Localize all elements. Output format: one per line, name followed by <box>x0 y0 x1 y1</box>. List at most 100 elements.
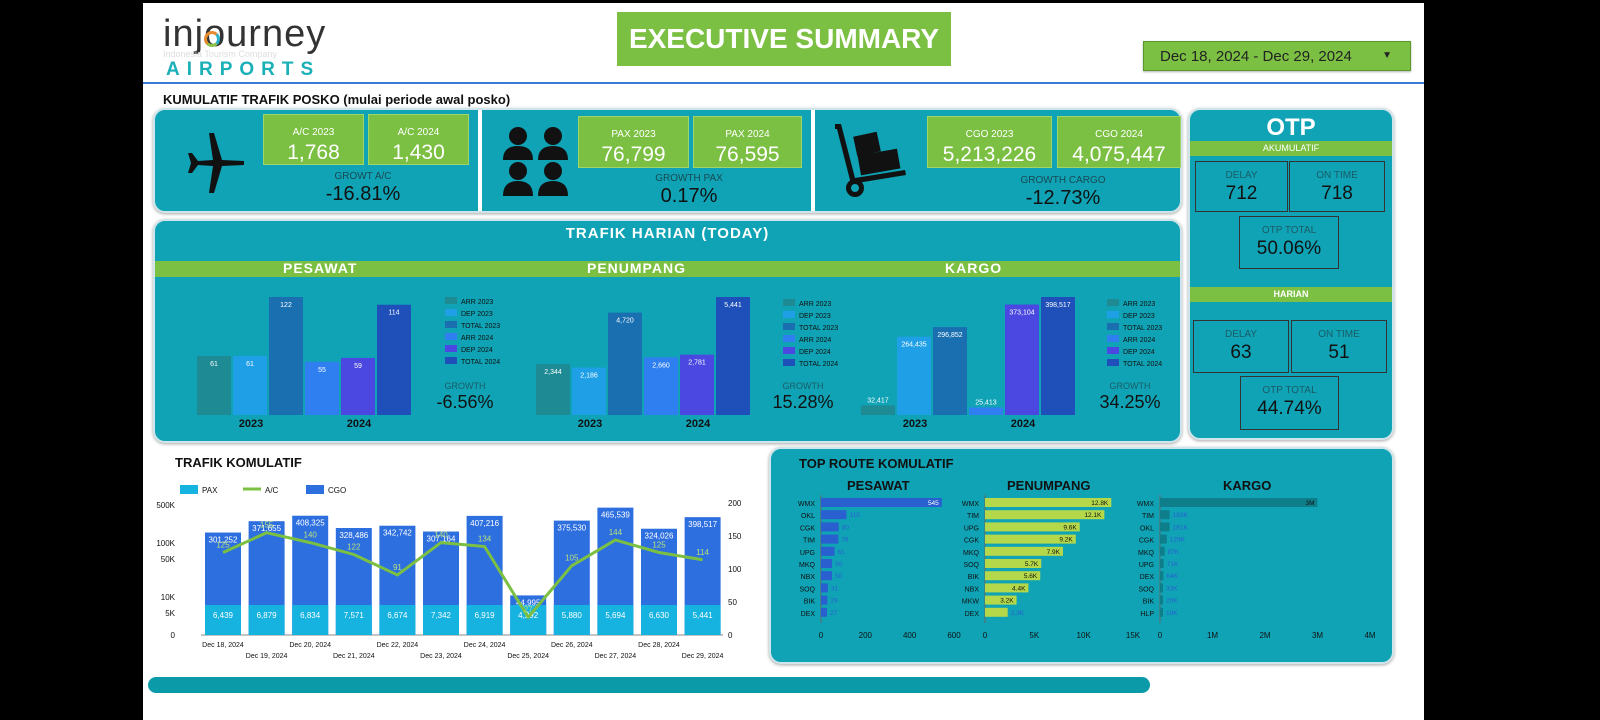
kpi-cgo-growth-value: -12.73% <box>1025 187 1101 209</box>
komulatif-ac-label: 125 <box>216 541 230 550</box>
horizontal-scrollbar[interactable] <box>148 677 1150 693</box>
top_pesawat-bar-label: 115 <box>849 512 860 519</box>
komulatif-ac-line <box>222 531 703 620</box>
komulatif-cgo-label: 324,026 <box>645 532 674 541</box>
top_penumpang-bar-label: 12.1K <box>1084 512 1102 519</box>
caret-down-icon: ▼ <box>1382 50 1392 61</box>
top_pesawat-x-tick: 400 <box>903 631 917 640</box>
otp-akum-ontime: ON TIME 718 <box>1289 161 1385 212</box>
dashboard-page: injourney Indonesia Tourism Company AIRP… <box>143 3 1424 720</box>
penumpang-bar <box>716 297 750 415</box>
otp-akum-total-value: 50.06% <box>1256 238 1322 259</box>
otp-akum-ontime-value: 718 <box>1321 183 1353 204</box>
otp-akum-delay-label: DELAY <box>1225 170 1258 181</box>
top_pesawat-bar <box>821 510 847 520</box>
top_kargo-category: OKL <box>1140 525 1154 532</box>
otp-akum-ontime-label: ON TIME <box>1316 170 1358 181</box>
pesawat-legend-swatch <box>445 333 457 340</box>
top_kargo-category: BIK <box>1143 599 1155 606</box>
kargo-growth-value: 34.25% <box>1099 392 1160 412</box>
top_pesawat-category: MKQ <box>799 562 816 569</box>
kumulatif-title: KUMULATIF TRAFIK POSKO (mulai periode aw… <box>163 92 511 107</box>
top_pesawat-category: SOQ <box>799 586 815 593</box>
top_pesawat-x-tick: 200 <box>859 631 873 640</box>
logo-ring-icon <box>204 31 220 47</box>
otp-akum-delay: DELAY 712 <box>1195 161 1288 212</box>
kargo-bar-label: 296,852 <box>937 332 962 339</box>
komulatif-legend-label: PAX <box>202 486 218 495</box>
kpi-ac-2024: A/C 2024 1,430 <box>368 114 469 165</box>
kargo-category-label: 2024 <box>1011 418 1036 430</box>
logo: injourney Indonesia Tourism Company AIRP… <box>163 11 333 81</box>
komulatif-x-label: Dec 24, 2024 <box>464 642 506 649</box>
kargo-legend-swatch <box>1107 359 1119 366</box>
top_kargo-category: TIM <box>1142 513 1154 520</box>
kargo-bar <box>1005 304 1039 415</box>
kpi-pax-2023-value: 76,799 <box>601 143 666 166</box>
top_penumpang-category: CGK <box>964 538 980 545</box>
penumpang-growth-value: 15.28% <box>772 392 833 412</box>
komulatif-cgo-label: 301,252 <box>209 536 238 545</box>
trafik-harian-title: TRAFIK HARIAN (TODAY) <box>565 225 770 242</box>
top_penumpang-bar-label: 12.8K <box>1091 500 1109 507</box>
komulatif-y-tick-left: 5K <box>165 609 175 618</box>
top_penumpang-bar <box>985 595 1017 605</box>
top_penumpang-bar-label: 4.4K <box>1012 585 1026 592</box>
komulatif-cgo-label: 307,164 <box>427 535 456 544</box>
komulatif-y-tick-right: 200 <box>728 499 742 508</box>
komulatif-cgo-label: 342,742 <box>383 529 412 538</box>
top_penumpang-category: UPG <box>964 525 979 532</box>
kargo-legend-label: ARR 2023 <box>1123 301 1155 308</box>
pesawat-bar <box>197 356 231 415</box>
top_penumpang-bar <box>985 583 1029 593</box>
kpi-ac-2024-label: A/C 2024 <box>397 127 440 138</box>
date-range-picker[interactable]: Dec 18, 2024 - Dec 29, 2024 ▼ <box>1143 41 1411 71</box>
komulatif-pax-bar <box>205 605 241 635</box>
top_kargo-category: UPG <box>1139 562 1154 569</box>
top-route-title: TOP ROUTE KOMULATIF <box>799 456 954 471</box>
top-route-charts: WMX 545 OKL 115 CGK 80 TIM 78 UPG 61 MKQ 50 NBX 50 SOQ… <box>798 495 1376 640</box>
komulatif-ac-label: 122 <box>347 542 361 551</box>
komulatif-pax-bar <box>553 605 590 635</box>
komulatif-x-label: Dec 25, 2024 <box>507 653 549 660</box>
komulatif-ac-label: 155 <box>260 521 274 530</box>
komulatif-legend-swatch <box>180 485 198 494</box>
top_kargo-bar <box>1160 583 1163 593</box>
top_penumpang-bar <box>985 607 1008 617</box>
kpi-cgo-2024: CGO 2024 4,075,447 <box>1057 116 1181 168</box>
top_penumpang-category: MKQ <box>963 550 980 557</box>
people-icon <box>503 127 568 196</box>
top_penumpang-x-tick: 0 <box>983 631 988 640</box>
penumpang-growth-label: GROWTH <box>783 381 824 391</box>
top_kargo-category: HLP <box>1140 611 1154 618</box>
penumpang-bar <box>680 354 714 415</box>
komulatif-pax-label: 7,342 <box>431 611 452 620</box>
otp-har-ontime: ON TIME 51 <box>1291 320 1387 373</box>
top_kargo-bar-label: 20K <box>1166 598 1178 605</box>
top_kargo-bar-label: 3M <box>1305 500 1314 507</box>
penumpang-bar-label: 4,720 <box>616 318 634 325</box>
harian-band <box>155 261 1180 277</box>
pesawat-label: PESAWAT <box>283 260 358 276</box>
airplane-icon <box>188 133 244 193</box>
penumpang-legend-label: DEP 2023 <box>799 313 831 320</box>
otp-title: OTP <box>1266 114 1316 141</box>
penumpang-legend-swatch <box>783 359 795 366</box>
penumpang-category-label: 2023 <box>578 418 602 430</box>
otp-har-delay-label: DELAY <box>1224 329 1258 340</box>
penumpang-bar <box>572 367 606 415</box>
kumulatif-panel: A/C 2023 1,768 A/C 2024 1,430 GROWT A/C … <box>153 108 1182 213</box>
penumpang-legend-label: ARR 2023 <box>799 301 831 308</box>
penumpang-bar-label: 2,781 <box>688 360 706 367</box>
top_pesawat-category: TIM <box>803 538 815 545</box>
pesawat-bar-label: 55 <box>318 367 326 374</box>
otp-akumulatif-band: AKUMULATIF <box>1190 141 1392 156</box>
kargo-bar-label: 32,417 <box>867 397 889 404</box>
top_penumpang-category: MKW <box>962 599 980 606</box>
komulatif-pax-bar <box>248 605 285 635</box>
top_pesawat-bar-label: 545 <box>928 500 939 507</box>
komulatif-x-label: Dec 21, 2024 <box>333 653 375 660</box>
kargo-legend-swatch <box>1107 299 1119 306</box>
komulatif-pax-label: 6,879 <box>257 611 278 620</box>
top_kargo-bar-label: 181K <box>1173 524 1189 531</box>
